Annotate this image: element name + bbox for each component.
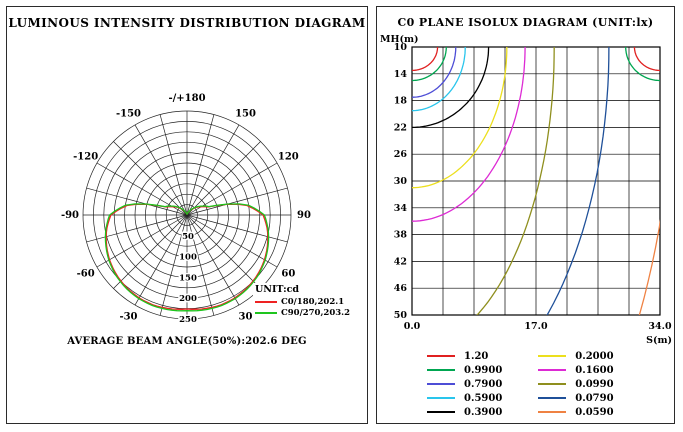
svg-text:-150: -150	[116, 109, 141, 120]
isolux-panel: C0 PLANE ISOLUX DIAGRAM (UNIT:lx) MH(m) 1…	[376, 6, 675, 424]
svg-text:-/+180: -/+180	[168, 93, 205, 104]
isolux-legend-item: 0.3900	[427, 405, 502, 419]
svg-text:46: 46	[394, 283, 408, 294]
legend-value: 0.1600	[575, 364, 614, 376]
legend-color-line	[427, 397, 455, 399]
svg-text:50: 50	[394, 310, 408, 321]
isolux-legend-column: 0.2000 0.1600 0.0990 0.0790 0.0590	[538, 349, 614, 419]
legend-value: 0.0990	[575, 378, 614, 390]
legend-value: 0.2000	[575, 350, 614, 362]
svg-text:38: 38	[394, 230, 408, 241]
svg-text:60: 60	[281, 269, 295, 280]
polar-legend-rows: C0/180,202.1 C90/270,203.2	[255, 296, 350, 318]
svg-text:-30: -30	[119, 311, 137, 322]
legend-value: 0.3900	[464, 406, 503, 418]
svg-text:42: 42	[394, 256, 407, 267]
isolux-legend-item: 0.0990	[538, 377, 614, 391]
svg-text:-60: -60	[77, 269, 95, 280]
legend-series-label: C0/180,202.1	[281, 296, 345, 307]
svg-text:26: 26	[394, 149, 408, 160]
legend-color-line	[255, 311, 277, 314]
isolux-legend-item: 0.2000	[538, 349, 614, 363]
beam-angle-label: AVERAGE BEAM ANGLE(50%):202.6 DEG	[67, 336, 307, 347]
svg-text:MH(m): MH(m)	[380, 34, 419, 45]
svg-text:0.0: 0.0	[404, 321, 421, 332]
svg-text:17.0: 17.0	[524, 321, 548, 332]
legend-color-line	[538, 411, 567, 413]
svg-text:S(m): S(m)	[646, 335, 672, 345]
isolux-legend-item: 0.1600	[538, 363, 614, 377]
svg-text:30: 30	[239, 311, 253, 322]
svg-text:-90: -90	[61, 210, 79, 221]
left-panel-title: LUMINOUS INTENSITY DISTRIBUTION DIAGRAM	[8, 16, 366, 30]
svg-text:100: 100	[179, 253, 197, 263]
legend-value: 0.0590	[575, 406, 614, 418]
svg-text:30: 30	[394, 176, 408, 187]
legend-color-line	[255, 300, 277, 303]
isolux-legend: 1.20 0.9900 0.7900 0.5900 0.3900 0.2000 0.1600…	[427, 349, 674, 419]
isolux-contour-chart: MH(m)10 14 18 22 26 30 34 38 42 46 500.0 17.0 34.0 S(…	[380, 34, 672, 345]
polar-legend-item: C90/270,203.2	[255, 307, 350, 318]
svg-text:10: 10	[394, 42, 408, 53]
legend-value: 0.0790	[575, 392, 614, 404]
legend-color-line	[427, 355, 455, 357]
legend-color-line	[427, 411, 455, 413]
legend-value: 0.5900	[464, 392, 503, 404]
isolux-legend-item: 0.9900	[427, 363, 502, 377]
polar-legend-item: C0/180,202.1	[255, 296, 350, 307]
isolux-legend-item: 0.0590	[538, 405, 614, 419]
legend-color-line	[538, 369, 567, 371]
svg-text:120: 120	[278, 152, 299, 163]
svg-text:18: 18	[394, 96, 408, 107]
svg-text:34: 34	[394, 203, 408, 214]
svg-text:150: 150	[179, 273, 197, 283]
svg-text:90: 90	[297, 210, 311, 221]
polar-intensity-chart: -/+180 150 120 90 60 30 -30 -60 -90 -120 -150 50 100…	[61, 93, 311, 327]
isolux-legend-column: 1.20 0.9900 0.7900 0.5900 0.3900	[427, 349, 502, 419]
legend-value: 0.7900	[464, 378, 503, 390]
isolux-legend-item: 1.20	[427, 349, 502, 363]
legend-color-line	[538, 397, 567, 399]
svg-text:-120: -120	[73, 152, 98, 163]
isolux-legend-item: 0.5900	[427, 391, 502, 405]
polar-legend: UNIT:cd C0/180,202.1 C90/270,203.2	[253, 283, 353, 319]
right-panel-title: C0 PLANE ISOLUX DIAGRAM (UNIT:lx)	[397, 16, 654, 29]
isolux-legend-item: 0.0790	[538, 391, 614, 405]
svg-text:50: 50	[182, 232, 194, 242]
legend-value: 0.9900	[464, 364, 503, 376]
svg-text:34.0: 34.0	[648, 321, 672, 332]
polar-legend-unit-label: UNIT:cd	[255, 284, 300, 295]
legend-color-line	[538, 383, 567, 385]
intensity-distribution-panel: LUMINOUS INTENSITY DISTRIBUTION DIAGRAM …	[6, 6, 368, 424]
svg-text:250: 250	[179, 315, 197, 325]
isolux-legend-item: 0.7900	[427, 377, 502, 391]
svg-text:200: 200	[179, 294, 197, 304]
svg-text:14: 14	[394, 69, 408, 80]
svg-text:150: 150	[235, 109, 256, 120]
legend-value: 1.20	[464, 350, 489, 362]
legend-color-line	[427, 369, 455, 371]
legend-color-line	[538, 355, 567, 357]
svg-text:22: 22	[394, 122, 407, 133]
legend-series-label: C90/270,203.2	[281, 307, 351, 318]
legend-color-line	[427, 383, 455, 385]
